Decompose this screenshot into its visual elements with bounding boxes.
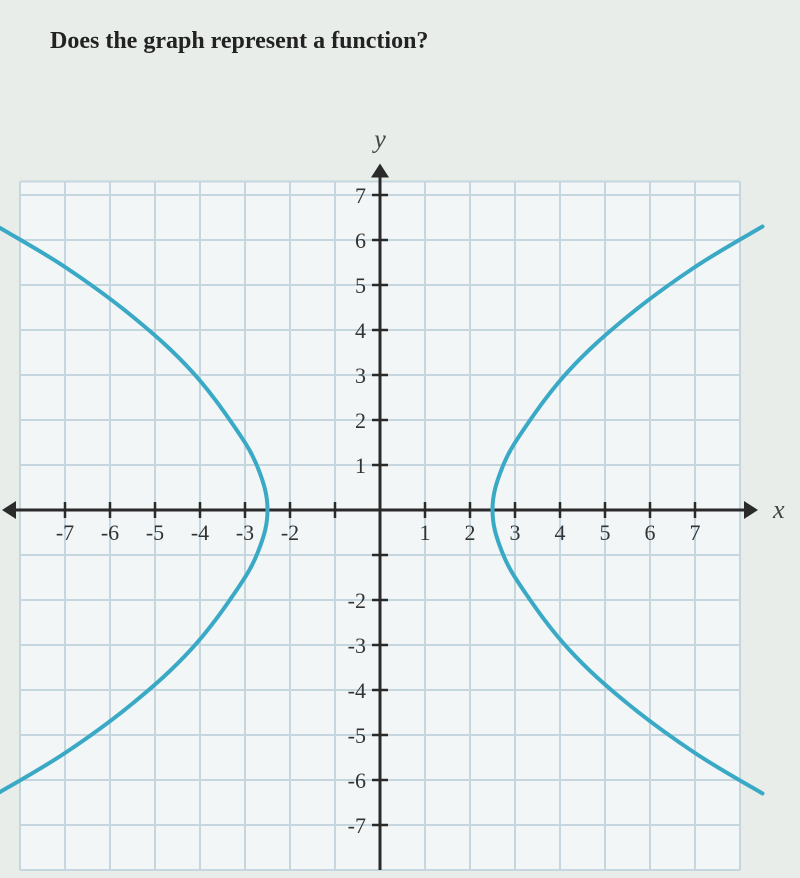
svg-text:7: 7 [355,183,366,208]
svg-text:-6: -6 [348,768,366,793]
svg-text:4: 4 [355,318,366,343]
xy-chart: -7 -6 -5 -4 -3 -2 1 2 3 4 5 6 7 7 6 5 4 3 2 1 -2 -3 -4 -5 -6 -7 y x [0,95,800,875]
svg-text:-6: -6 [101,520,119,545]
page: Does the graph represent a function? -7-… [0,0,800,878]
svg-text:3: 3 [355,363,366,388]
question-text: Does the graph represent a function? [50,28,800,55]
svg-text:-7: -7 [348,813,366,838]
svg-text:3: 3 [510,520,521,545]
svg-text:2: 2 [465,520,476,545]
svg-text:4: 4 [555,520,566,545]
svg-text:1: 1 [420,520,431,545]
svg-text:-4: -4 [348,678,366,703]
svg-text:5: 5 [355,273,366,298]
svg-text:-3: -3 [236,520,254,545]
svg-text:6: 6 [355,228,366,253]
svg-text:-2: -2 [348,588,366,613]
x-axis-label: x [772,495,785,524]
svg-text:6: 6 [645,520,656,545]
svg-text:-5: -5 [348,723,366,748]
svg-text:-7: -7 [56,520,74,545]
svg-text:5: 5 [600,520,611,545]
svg-text:1: 1 [355,453,366,478]
chart-container: -7 -6 -5 -4 -3 -2 1 2 3 4 5 6 7 7 6 5 4 3 2 1 -2 -3 -4 -5 -6 -7 y x [0,95,800,855]
svg-text:-5: -5 [146,520,164,545]
svg-text:7: 7 [690,520,701,545]
svg-text:2: 2 [355,408,366,433]
y-axis-label: y [371,125,386,154]
svg-text:-4: -4 [191,520,209,545]
svg-text:-2: -2 [281,520,299,545]
svg-text:-3: -3 [348,633,366,658]
